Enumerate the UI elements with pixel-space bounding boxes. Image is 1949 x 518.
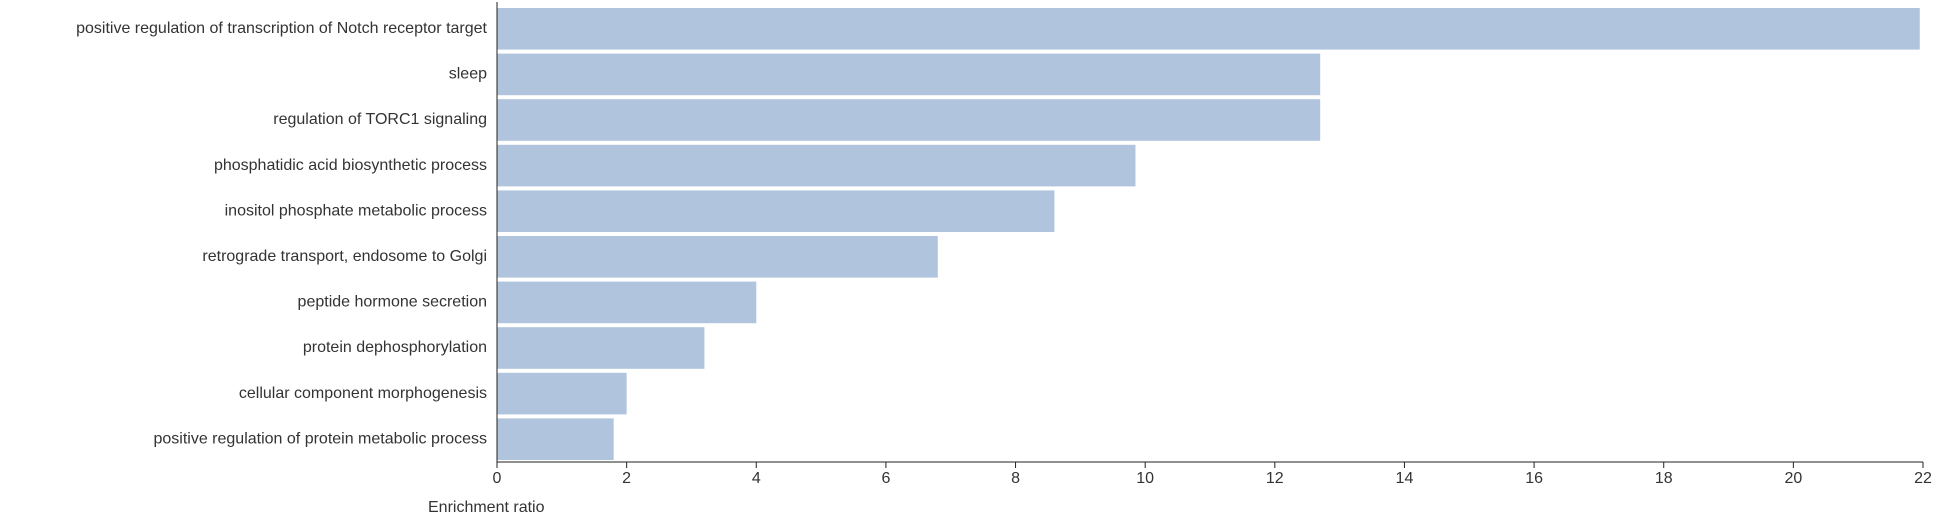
x-tick-label: 16 xyxy=(1525,470,1543,487)
y-tick-label: positive regulation of protein metabolic… xyxy=(153,430,487,447)
x-tick-label: 14 xyxy=(1396,470,1414,487)
y-tick-label: regulation of TORC1 signaling xyxy=(273,111,487,128)
bar xyxy=(497,190,1055,232)
x-tick-label: 22 xyxy=(1914,470,1932,487)
x-tick-label: 6 xyxy=(881,470,890,487)
y-tick-label: retrograde transport, endosome to Golgi xyxy=(202,248,487,265)
bar xyxy=(497,99,1321,141)
bar xyxy=(497,8,1920,50)
y-tick-label: cellular component morphogenesis xyxy=(239,385,487,402)
y-tick-label: protein dephosphorylation xyxy=(303,339,487,356)
y-tick-label: positive regulation of transcription of … xyxy=(76,20,487,37)
y-tick-label: peptide hormone secretion xyxy=(298,294,487,311)
x-tick-label: 2 xyxy=(622,470,631,487)
x-tick-label: 20 xyxy=(1784,470,1802,487)
bar xyxy=(497,372,627,415)
x-tick-label: 12 xyxy=(1266,470,1284,487)
x-tick-label: 10 xyxy=(1136,470,1154,487)
bar xyxy=(497,281,757,324)
bar xyxy=(497,327,705,369)
bar xyxy=(497,236,938,278)
x-tick-label: 8 xyxy=(1011,470,1020,487)
bar xyxy=(497,144,1136,187)
y-tick-label: inositol phosphate metabolic process xyxy=(225,202,487,219)
y-tick-label: phosphatidic acid biosynthetic process xyxy=(214,157,487,174)
x-axis-title: Enrichment ratio xyxy=(428,499,545,516)
y-tick-label: sleep xyxy=(449,66,487,83)
bar xyxy=(497,53,1321,96)
x-tick-label: 0 xyxy=(493,470,502,487)
bar xyxy=(497,418,614,460)
x-tick-label: 4 xyxy=(752,470,761,487)
x-tick-label: 18 xyxy=(1655,470,1673,487)
